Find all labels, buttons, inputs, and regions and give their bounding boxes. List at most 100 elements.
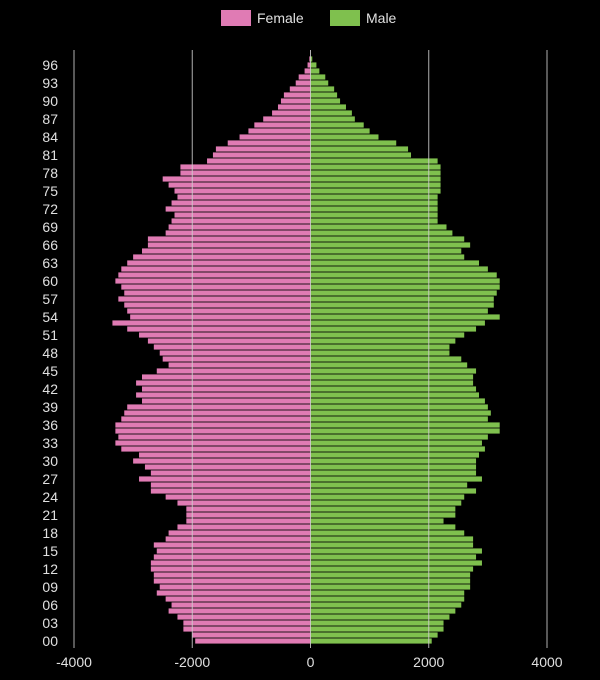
y-tick-label: 09 [42, 579, 58, 595]
female-bar-age-30 [133, 458, 311, 464]
male-bar-age-19 [310, 524, 456, 530]
female-bar-age-85 [248, 128, 311, 134]
female-bar-age-8 [156, 590, 311, 596]
male-bar-age-14 [310, 554, 477, 560]
male-bar-age-58 [310, 290, 497, 296]
female-bar-age-78 [180, 170, 311, 176]
female-bar-age-96 [307, 62, 311, 68]
male-bar-age-7 [310, 596, 465, 602]
y-tick-label: 42 [42, 381, 58, 397]
female-bar-age-36 [115, 422, 311, 428]
male-bar-age-95 [310, 68, 320, 74]
female-bar-age-92 [289, 86, 311, 92]
female-bar-age-61 [118, 272, 311, 278]
male-bar-age-69 [310, 224, 447, 230]
y-axis-tick-labels: 00 03 06 09 12 15 18 21 24 27 30 33 36 39 42 45 48 51 54 57… [42, 57, 58, 649]
female-bar-age-91 [283, 92, 311, 98]
male-bar-age-13 [310, 560, 482, 566]
male-bar-age-88 [310, 110, 352, 116]
y-tick-label: 54 [42, 309, 58, 325]
male-bar-age-24 [310, 494, 465, 500]
female-bar-age-54 [130, 314, 311, 320]
male-bar-age-3 [310, 620, 444, 626]
female-bar-age-38 [124, 410, 311, 416]
female-bar-age-43 [136, 380, 311, 386]
female-bar-age-70 [171, 218, 311, 224]
male-bar-age-8 [310, 590, 465, 596]
male-bar-age-70 [310, 218, 438, 224]
female-bar-age-41 [136, 392, 311, 398]
y-tick-label: 15 [42, 543, 58, 559]
female-bar-age-59 [121, 284, 311, 290]
female-bar-age-24 [165, 494, 311, 500]
male-bar-age-31 [310, 452, 480, 458]
female-bar-age-17 [165, 536, 311, 542]
y-tick-label: 24 [42, 489, 58, 505]
x-tick-label: -4000 [56, 654, 92, 670]
female-bar-age-55 [127, 308, 311, 314]
female-bar-age-10 [153, 578, 311, 584]
male-bar-age-92 [310, 86, 335, 92]
female-bar-age-68 [165, 230, 311, 236]
female-bar-age-6 [171, 602, 311, 608]
male-bar-age-39 [310, 404, 488, 410]
female-bar-age-80 [207, 158, 311, 164]
y-tick-label: 84 [42, 129, 58, 145]
male-bar-age-21 [310, 512, 456, 518]
female-bar-age-9 [159, 584, 311, 590]
male-bar-age-30 [310, 458, 477, 464]
male-bar-age-81 [310, 152, 412, 158]
female-bar-age-21 [186, 512, 311, 518]
female-bar-age-44 [141, 374, 311, 380]
male-bar-age-1 [310, 632, 438, 638]
y-tick-label: 39 [42, 399, 58, 415]
female-bar-age-47 [162, 356, 311, 362]
male-bar-age-71 [310, 212, 438, 218]
female-bar-age-15 [156, 548, 311, 554]
female-bar-age-63 [127, 260, 311, 266]
male-bar-age-50 [310, 338, 456, 344]
y-tick-label: 87 [42, 111, 58, 127]
female-bar-age-67 [147, 236, 311, 242]
y-tick-label: 72 [42, 201, 58, 217]
female-bar-age-34 [118, 434, 311, 440]
female-bar-age-69 [168, 224, 311, 230]
female-bar-age-75 [174, 188, 311, 194]
x-tick-label: -2000 [174, 654, 210, 670]
male-bar-age-34 [310, 434, 488, 440]
y-tick-label: 27 [42, 471, 58, 487]
male-bar-age-56 [310, 302, 494, 308]
female-bar-age-46 [168, 362, 311, 368]
male-bar-age-73 [310, 200, 438, 206]
y-tick-label: 93 [42, 75, 58, 91]
female-bar-age-89 [277, 104, 311, 110]
female-bar-age-19 [177, 524, 311, 530]
y-tick-label: 51 [42, 327, 58, 343]
y-tick-label: 06 [42, 597, 58, 613]
female-bar-age-13 [150, 560, 311, 566]
male-bar-age-93 [310, 80, 329, 86]
female-bar-age-49 [153, 344, 311, 350]
male-bar-age-57 [310, 296, 494, 302]
y-tick-label: 30 [42, 453, 58, 469]
female-bar-age-97 [309, 56, 311, 62]
female-bar-age-18 [168, 530, 311, 536]
y-tick-label: 33 [42, 435, 58, 451]
female-bar-age-57 [118, 296, 311, 302]
female-bar-age-39 [127, 404, 311, 410]
female-bar-age-64 [133, 254, 311, 260]
female-bar-age-50 [147, 338, 311, 344]
y-tick-label: 00 [42, 633, 58, 649]
female-bar-age-51 [139, 332, 311, 338]
female-bar-age-82 [215, 146, 311, 152]
male-bar-age-61 [310, 272, 497, 278]
female-bar-age-2 [183, 626, 311, 632]
male-bar-age-11 [310, 572, 471, 578]
male-bar-age-49 [310, 344, 450, 350]
male-bar-age-78 [310, 170, 441, 176]
male-bar-age-74 [310, 194, 438, 200]
male-bar-age-28 [310, 470, 477, 476]
male-bar-age-10 [310, 578, 471, 584]
male-bar-age-80 [310, 158, 438, 164]
